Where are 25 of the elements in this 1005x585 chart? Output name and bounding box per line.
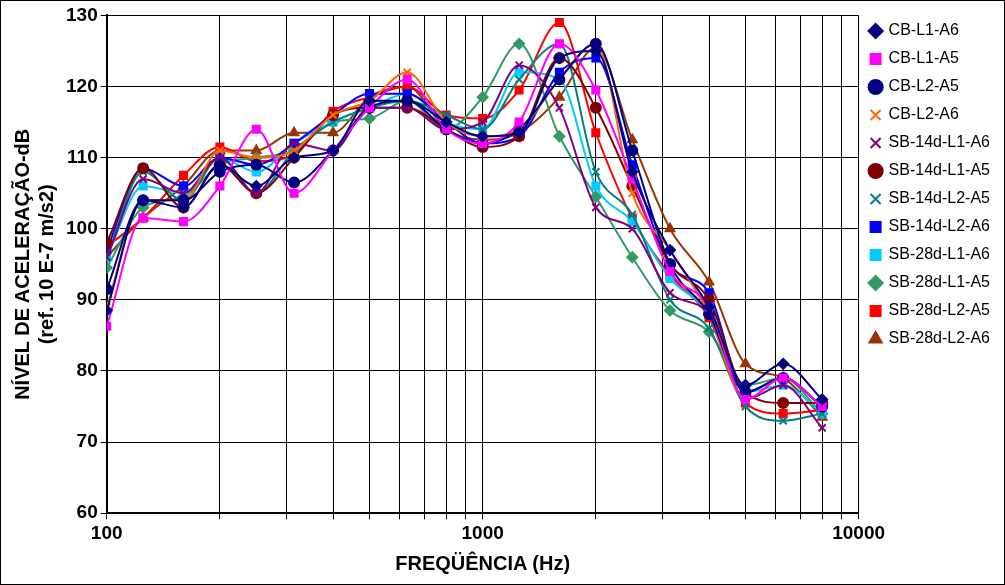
legend-label: SB-14d-L1-A6	[888, 133, 991, 151]
x-tick-label: 1000	[461, 521, 504, 543]
legend-label: SB-14d-L1-A5	[888, 161, 991, 179]
y-tick-label: 80	[76, 359, 98, 381]
y-tick-label: 110	[67, 145, 98, 167]
x-tick-label: 100	[90, 521, 123, 543]
legend-label: SB-14d-L2-A6	[888, 217, 991, 235]
y-tick-label: 120	[66, 74, 98, 96]
legend-label: CB-L2-A6	[888, 105, 959, 123]
legend-label: SB-28d-L2-A5	[888, 301, 991, 319]
y-tick-label: 100	[66, 216, 98, 238]
legend-label: SB-28d-L2-A6	[888, 329, 991, 347]
legend-label: CB-L2-A5	[888, 77, 959, 95]
y-axis-title: NÍVEL DE ACELERAÇÃO-dB (ref. 10 E-7 m/s2)	[10, 128, 57, 400]
x-axis-title: FREQÜÊNCIA (Hz)	[395, 550, 571, 574]
legend-label: CB-L1-A6	[888, 21, 959, 39]
legend-label: SB-14d-L2-A5	[888, 189, 991, 207]
legend-label: SB-28d-L1-A6	[888, 245, 991, 263]
legend-label: SB-28d-L1-A5	[888, 273, 991, 291]
y-tick-label: 60	[76, 501, 98, 523]
legend-label: CB-L1-A5	[888, 49, 959, 67]
x-tick-label: 10000	[832, 521, 886, 543]
y-tick-label: 130	[66, 3, 98, 25]
y-tick-label: 70	[76, 430, 98, 452]
y-tick-label: 90	[76, 288, 98, 310]
